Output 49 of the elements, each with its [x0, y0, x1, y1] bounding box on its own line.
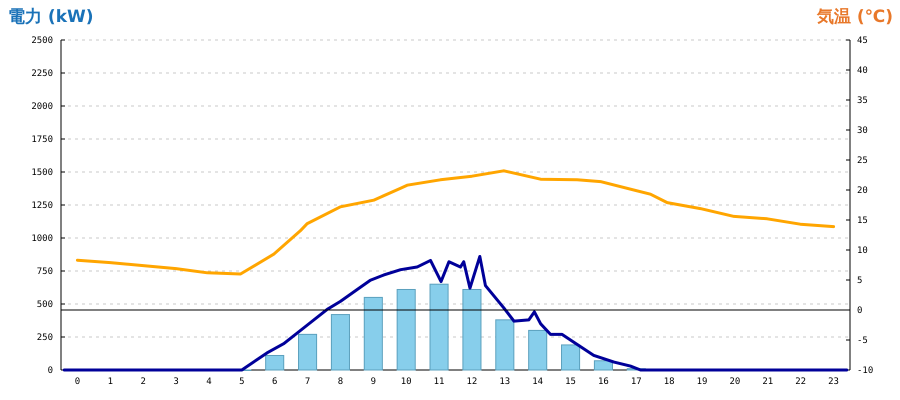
y-tick-label: 250	[36, 333, 53, 343]
y-tick-label: 500	[36, 300, 53, 310]
y2-tick-label: 10	[857, 246, 868, 256]
y2-tick-label: -5	[857, 336, 868, 346]
y-axis-title: 電力 (kW)	[8, 7, 94, 27]
y2-tick-label: 45	[857, 36, 868, 46]
x-tick-label: 10	[400, 377, 412, 387]
x-tick-label: 6	[272, 377, 278, 387]
x-tick-label: 5	[239, 377, 245, 387]
y-tick-label: 1750	[31, 135, 53, 145]
x-tick-label: 16	[598, 377, 609, 387]
x-tick-label: 14	[532, 377, 544, 387]
x-tick-label: 21	[762, 377, 774, 387]
y2-tick-label: 35	[857, 96, 868, 106]
x-tick-label: 22	[795, 377, 806, 387]
y-tick-label: 0	[48, 366, 53, 376]
y2-tick-label: 30	[857, 126, 868, 136]
x-tick-label: 2	[140, 377, 146, 387]
y2-tick-label: -10	[857, 366, 874, 376]
y-tick-label: 2500	[31, 36, 53, 46]
x-tick-label: 15	[565, 377, 576, 387]
y-tick-label: 750	[36, 267, 53, 277]
y-tick-label: 1000	[31, 234, 53, 244]
y-tick-label: 1500	[31, 168, 53, 178]
x-tick-label: 19	[696, 377, 708, 387]
y2-tick-label: 15	[857, 216, 868, 226]
y2-tick-label: 20	[857, 186, 868, 196]
x-tick-label: 13	[499, 377, 510, 387]
x-tick-label: 7	[304, 377, 310, 387]
x-tick-label: 23	[828, 377, 839, 387]
x-tick-label: 3	[173, 377, 179, 387]
x-tick-label: 0	[74, 377, 80, 387]
y-tick-label: 2250	[31, 69, 53, 79]
x-tick-label: 9	[370, 377, 376, 387]
y-tick-label: 1250	[31, 201, 53, 211]
x-tick-label: 12	[466, 377, 478, 387]
y2-tick-label: 0	[857, 306, 862, 316]
x-tick-label: 8	[338, 377, 344, 387]
y2-tick-label: 40	[857, 66, 868, 76]
x-tick-label: 20	[730, 377, 740, 387]
y2-axis-title: 気温 (℃)	[816, 7, 893, 27]
x-tick-label: 17	[630, 377, 642, 387]
x-tick-label: 4	[206, 377, 212, 387]
y2-tick-label: 5	[857, 276, 862, 286]
x-tick-label: 11	[434, 377, 444, 387]
x-tick-label: 18	[664, 377, 675, 387]
y-tick-label: 2000	[31, 102, 53, 112]
x-tick-label: 1	[108, 377, 114, 387]
y2-tick-label: 25	[857, 156, 868, 166]
